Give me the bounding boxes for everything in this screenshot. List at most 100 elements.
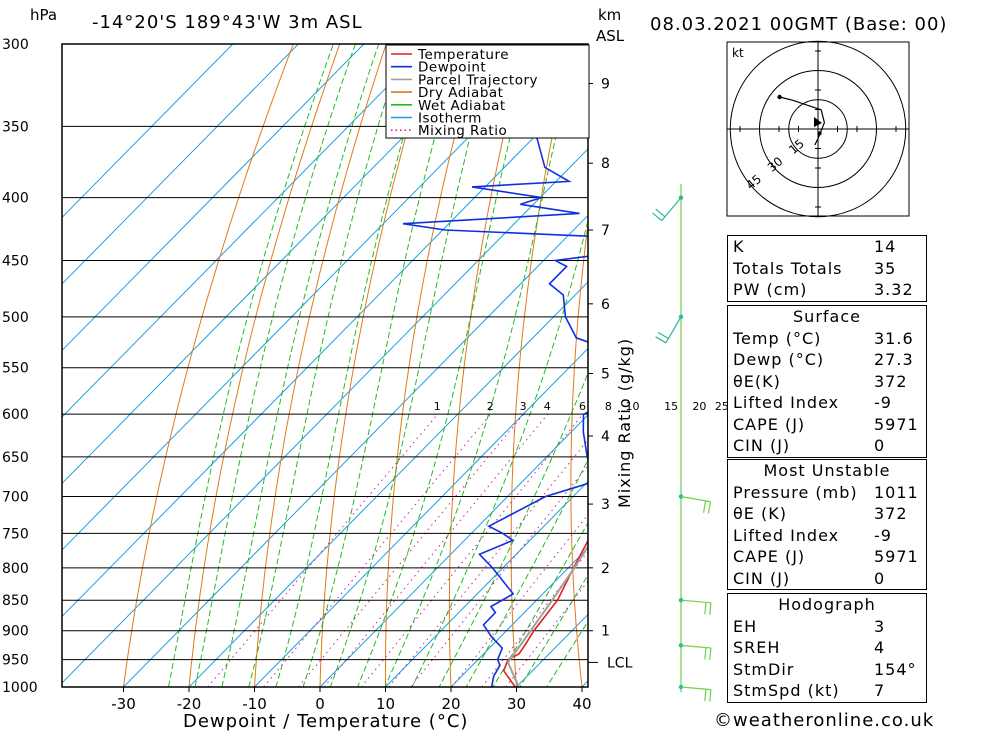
mixing-ratio-label: 10 [625,400,639,413]
mu-value: -9 [874,525,892,545]
wet-adiabat-line [329,44,496,687]
most-unstable-title: Most Unstable [763,461,891,480]
barb-shaft [680,599,711,604]
mu-row: CAPE (J) 5971 [728,546,926,568]
surface-value: 27.3 [874,350,914,369]
barb-shaft [680,495,711,503]
barb-flag [709,602,712,615]
pressure-tick-label: 500 [2,310,29,326]
surface-label: θE(K) [733,371,781,391]
barb-flag [704,689,707,702]
hodo-row: SREH 4 [728,637,926,659]
isotherm-line [62,148,588,684]
mixing-ratio-label: 3 [520,400,527,413]
pressure-tick-label: 550 [2,361,29,377]
hodo-label: EH [733,616,758,636]
wet-adiabat-line [411,218,588,687]
barb-flag [657,331,669,339]
height-tick-label: 3 [601,497,610,513]
plot-frame [61,43,589,688]
pressure-tick-label: 1000 [2,680,38,696]
index-value: 35 [874,258,897,278]
pressure-tick-label: 600 [2,407,29,423]
index-value: 14 [874,237,897,256]
barb-shaft [680,644,711,649]
surface-row: Dewp (°C) 27.3 [728,349,926,371]
dry-adiabat-line [990,26,1000,713]
pressure-tick-label: 450 [2,254,29,270]
wind-barbs [652,184,712,702]
index-row-k: K 14 [728,236,926,258]
x-tick-label: 10 [376,695,395,713]
most-unstable-table: Most Unstable Pressure (mb) 1011 θE (K) 37… [727,459,927,590]
height-tick-label: 9 [601,76,610,92]
wet-adiabat-line [384,44,578,687]
wet-adiabat-line [465,458,588,687]
pressure-tick-label: 750 [2,526,29,542]
index-label: K [733,237,745,256]
surface-label: Temp (°C) [733,328,822,348]
hodograph-title: Hodograph [778,595,876,614]
pressure-tick-label: 800 [2,561,29,577]
barb-flag [704,602,707,615]
mixing-ratio-line [451,513,588,687]
surface-label: Lifted Index [733,393,840,412]
location-label: -14°20'S 189°43'W 3m ASL [92,12,363,33]
legend-label: Dry Adiabat [418,85,503,101]
hodo-value: 3 [874,616,886,636]
dewpoint-line [402,101,588,687]
isotherm-line [122,214,588,687]
index-label: Totals Totals [733,258,843,278]
wet-adiabat-line [275,44,432,687]
height-tick-label: 6 [601,297,610,313]
isotherm-line [62,44,496,485]
index-value: 3.32 [874,280,914,299]
surface-label: CAPE (J) [733,414,806,434]
isotherm-line [253,347,588,687]
mu-label: CIN (J) [733,568,791,588]
mu-row: θE (K) 372 [728,503,926,525]
barb-flag [709,647,712,660]
legend-label: Mixing Ratio [418,123,507,139]
mu-label: Pressure (mb) [733,482,858,502]
barb-flag [704,647,707,660]
height-tick-label: 2 [601,561,610,577]
dry-adiabat-line [188,44,341,687]
hodo-row: EH 3 [728,616,926,638]
legend-label: Wet Adiabat [418,98,506,114]
isotherm-line [62,81,588,618]
mu-label: θE (K) [733,504,787,523]
hodo-value: 7 [874,681,886,700]
hodograph-unit-label: kt [732,46,744,60]
wet-adiabat-line [221,44,380,687]
mixing-ratio-label: 2 [487,400,494,413]
mixing-ratio-label: 8 [605,400,612,413]
wet-adiabat-line [248,44,405,687]
hodo-value: 4 [874,638,886,657]
x-tick-label: -20 [177,695,202,713]
mu-row: CIN (J) 0 [728,568,926,590]
height-tick-label: 7 [601,223,610,239]
surface-value: -9 [874,393,892,412]
pressure-tick-label: 350 [2,119,29,135]
mixing-ratio-label: 20 [692,400,706,413]
isotherm-line [450,547,588,687]
isotherm-line [188,281,588,687]
height-unit-label: km [598,6,621,24]
mixing-ratio-line [361,413,584,687]
hodo-row: StmDir 154° [728,659,926,681]
hodo-label: StmDir [733,659,795,679]
barb-flag [707,501,712,514]
index-label: PW (cm) [733,280,808,299]
surface-title: Surface [793,307,861,326]
height-tick-label: 4 [601,429,610,445]
isotherm-line [62,44,300,285]
mixing-ratio-label: 25 [715,400,729,413]
isotherm-line [62,44,365,352]
hodo-row: StmSpd (kt) 7 [728,680,926,702]
hodograph-end-dot [777,94,782,100]
legend-label: Temperature [417,47,509,63]
surface-table: Surface Temp (°C) 31.6 Dewp (°C) 27.3 θE(K… [727,305,927,458]
